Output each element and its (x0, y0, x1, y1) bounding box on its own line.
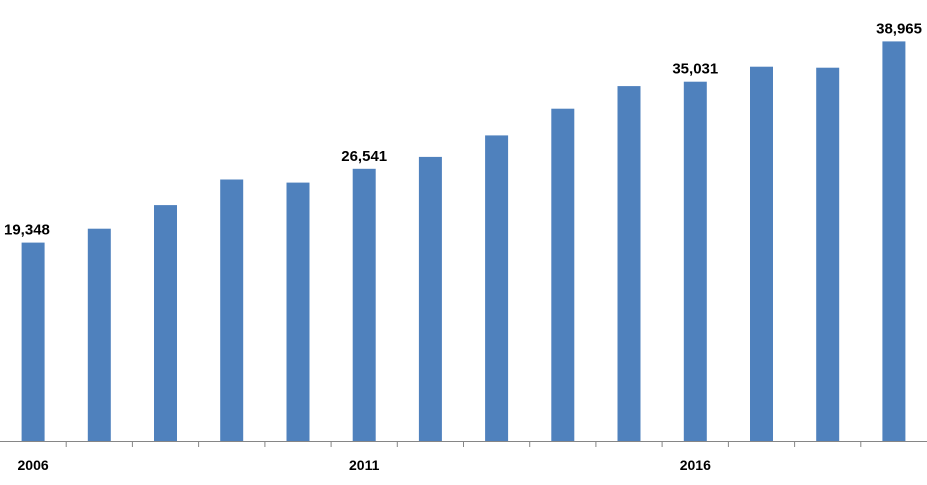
bar-2015 (617, 86, 641, 441)
bar-2006 (21, 242, 45, 441)
bar-2018 (816, 67, 840, 441)
x-axis-tick-labels: 2006 2011 2016 (18, 457, 712, 473)
bar-2010 (286, 182, 310, 441)
bar-2009 (220, 179, 244, 441)
bar-2016 (683, 81, 707, 441)
bar-2008 (154, 205, 177, 441)
x-tick-label-2016: 2016 (680, 457, 711, 473)
x-axis-ticks (65, 441, 862, 447)
data-label-2019: 38,965 (876, 20, 922, 37)
bar-2012 (418, 156, 442, 441)
x-tick-label-2011: 2011 (349, 457, 380, 473)
x-tick-label-2006: 2006 (18, 457, 49, 473)
bar-2007 (87, 228, 111, 441)
bar-2019 (882, 41, 906, 442)
bar-2014 (551, 108, 575, 441)
data-label-2011: 26,541 (341, 148, 387, 165)
data-label-2016: 35,031 (672, 61, 718, 78)
data-labels: 19,348 26,541 35,031 38,965 (4, 20, 922, 238)
bar-2017 (750, 66, 773, 441)
bar-2013 (485, 135, 509, 441)
data-label-2006: 19,348 (4, 222, 50, 239)
bars-group (21, 41, 906, 442)
bar-2011 (352, 168, 376, 442)
